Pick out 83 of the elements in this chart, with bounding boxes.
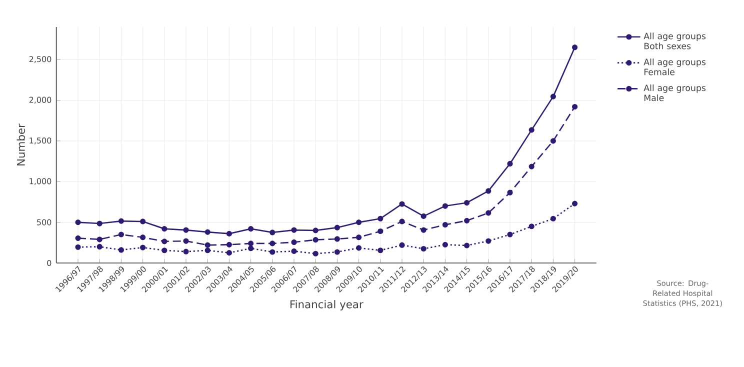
point bbox=[528, 224, 534, 230]
point bbox=[312, 228, 318, 234]
point bbox=[312, 250, 318, 256]
point bbox=[226, 250, 232, 256]
point bbox=[204, 242, 210, 248]
point bbox=[183, 227, 189, 233]
point bbox=[162, 238, 168, 244]
point bbox=[464, 218, 470, 224]
point bbox=[550, 94, 556, 100]
point bbox=[550, 216, 556, 222]
point bbox=[334, 236, 340, 242]
point bbox=[204, 248, 210, 254]
point bbox=[204, 229, 210, 235]
point bbox=[334, 224, 340, 230]
point bbox=[312, 236, 318, 243]
point bbox=[226, 242, 232, 248]
point bbox=[270, 249, 276, 255]
y-tick-label: 500 bbox=[37, 219, 52, 226]
y-tick-label: 0 bbox=[47, 260, 52, 266]
point bbox=[378, 216, 384, 222]
point bbox=[291, 248, 297, 254]
point bbox=[507, 190, 513, 196]
point bbox=[572, 44, 578, 50]
point bbox=[248, 226, 254, 232]
point bbox=[507, 232, 513, 238]
y-tick-label: 2,500 bbox=[29, 56, 52, 63]
legend-label: All age groups Both sexes bbox=[644, 32, 706, 50]
y-tick-label: 1,000 bbox=[30, 178, 52, 186]
point bbox=[356, 234, 362, 240]
point bbox=[420, 213, 426, 219]
y-axis-title: Number bbox=[16, 124, 25, 166]
point bbox=[75, 220, 81, 226]
point bbox=[572, 104, 578, 110]
point bbox=[162, 248, 168, 254]
point bbox=[291, 239, 297, 246]
point bbox=[96, 236, 102, 242]
point bbox=[183, 238, 189, 244]
legend-label: All age groups Male bbox=[644, 84, 706, 102]
point bbox=[96, 244, 102, 250]
point bbox=[183, 248, 189, 254]
point bbox=[442, 242, 448, 248]
point bbox=[528, 164, 534, 170]
point bbox=[442, 203, 448, 209]
point bbox=[291, 227, 297, 233]
legend-label: All age groups Female bbox=[644, 58, 706, 76]
x-axis-title: Financial year bbox=[290, 300, 364, 310]
point bbox=[270, 240, 276, 246]
point bbox=[378, 228, 384, 234]
point bbox=[550, 138, 556, 144]
point bbox=[334, 249, 340, 255]
point bbox=[248, 246, 254, 252]
point bbox=[118, 232, 124, 238]
point bbox=[464, 242, 470, 248]
point bbox=[399, 201, 405, 207]
point bbox=[75, 244, 81, 250]
point bbox=[356, 245, 362, 251]
point bbox=[420, 246, 426, 252]
y-tick-label: 2,000 bbox=[29, 96, 52, 104]
point bbox=[399, 218, 405, 224]
point bbox=[356, 220, 362, 226]
point bbox=[140, 244, 146, 250]
point bbox=[140, 234, 146, 240]
point bbox=[507, 160, 513, 167]
point bbox=[140, 218, 146, 224]
point bbox=[420, 227, 426, 233]
point bbox=[75, 235, 81, 241]
point bbox=[528, 127, 534, 133]
point bbox=[572, 200, 578, 206]
point bbox=[464, 200, 470, 206]
point bbox=[399, 242, 405, 248]
point bbox=[270, 230, 276, 236]
point bbox=[486, 238, 492, 244]
point bbox=[442, 222, 448, 228]
point bbox=[162, 226, 168, 232]
point bbox=[378, 248, 384, 254]
point bbox=[118, 247, 124, 253]
point bbox=[486, 188, 492, 194]
point bbox=[96, 220, 102, 226]
point bbox=[486, 210, 492, 216]
y-tick-label: 1,500 bbox=[30, 137, 52, 144]
point bbox=[226, 230, 232, 236]
point bbox=[118, 218, 124, 224]
point bbox=[248, 240, 254, 246]
